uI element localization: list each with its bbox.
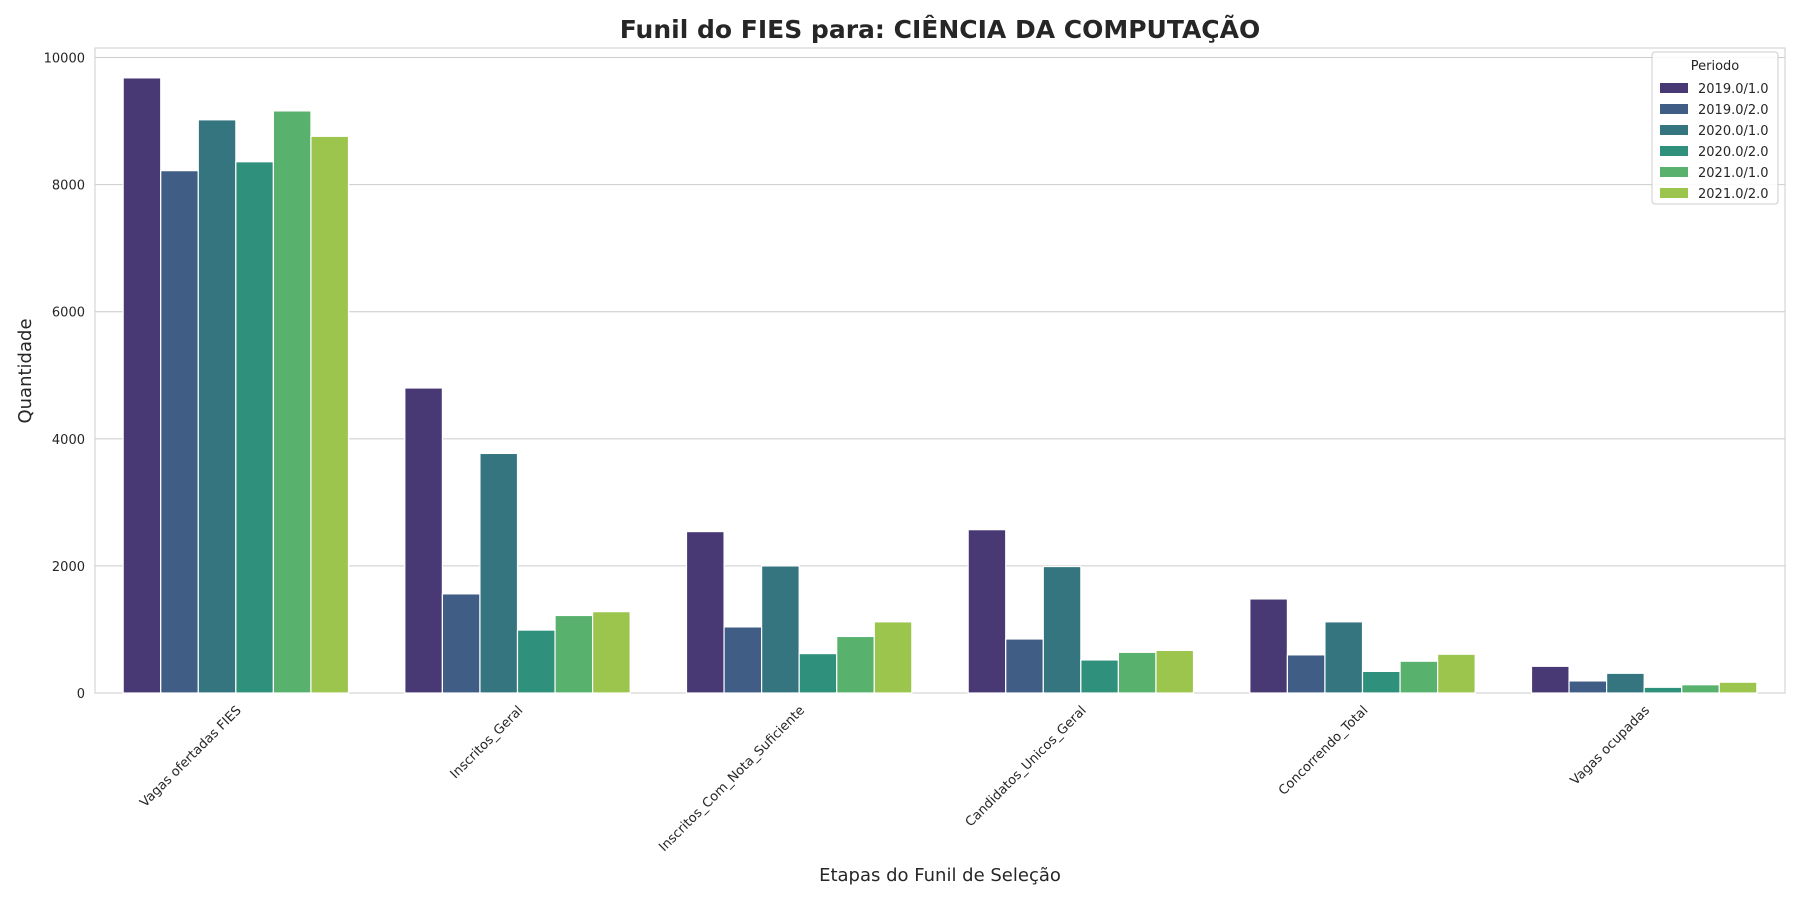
bar <box>1718 681 1758 694</box>
bar <box>1005 638 1044 694</box>
bar <box>1399 660 1439 694</box>
bar <box>197 119 237 694</box>
legend-label: 2020.0/2.0 <box>1698 145 1769 160</box>
bar <box>798 652 838 694</box>
legend-swatch <box>1660 125 1688 135</box>
bar <box>1286 654 1326 694</box>
bar <box>1437 653 1476 694</box>
y-tick-label: 0 <box>77 687 85 702</box>
x-tick-label: Concorrendo_Total <box>1276 703 1371 798</box>
chart-title: Funil do FIES para: CIÊNCIA DA COMPUTAÇÃ… <box>620 15 1261 44</box>
bar <box>873 621 913 694</box>
bar <box>685 530 725 694</box>
legend-label: 2021.0/1.0 <box>1698 166 1769 181</box>
bar <box>1361 670 1401 694</box>
y-axis-label: Quantidade <box>15 318 36 423</box>
bar <box>1568 680 1608 694</box>
bar <box>554 614 594 694</box>
bar <box>1681 684 1720 694</box>
bar <box>1117 651 1157 694</box>
legend-label: 2019.0/1.0 <box>1698 82 1769 97</box>
x-tick-label: Vagas ofertadas FIES <box>137 703 244 810</box>
bar <box>1606 672 1645 694</box>
bar <box>235 161 274 694</box>
y-tick-label: 2000 <box>52 560 85 575</box>
legend-label: 2019.0/2.0 <box>1698 103 1769 118</box>
x-tick-label: Vagas ocupadas <box>1568 703 1653 788</box>
bar <box>723 626 763 694</box>
x-tick-label: Inscritos_Com_Nota_Suficiente <box>656 703 808 855</box>
bar <box>1324 621 1364 694</box>
legend-label: 2020.0/1.0 <box>1698 124 1769 139</box>
bar <box>310 135 350 694</box>
x-axis-label: Etapas do Funil de Seleção <box>819 865 1061 886</box>
legend-swatch <box>1660 83 1688 93</box>
y-tick-label: 10000 <box>44 52 85 67</box>
bar <box>836 635 875 694</box>
legend-swatch <box>1660 146 1688 156</box>
plot-area <box>94 47 1786 694</box>
bars <box>122 77 1758 694</box>
legend-label: 2021.0/2.0 <box>1698 187 1769 202</box>
bar <box>122 77 162 694</box>
legend-swatch <box>1660 188 1688 198</box>
legend-title: Periodo <box>1691 59 1740 74</box>
bar <box>516 629 556 694</box>
y-tick-label: 4000 <box>52 433 85 448</box>
bar <box>479 452 519 694</box>
bar <box>1042 565 1082 694</box>
legend-swatch <box>1660 104 1688 114</box>
x-axis-ticks: Vagas ofertadas FIES Inscritos_Geral Inscr… <box>137 703 1653 855</box>
bar <box>441 593 481 694</box>
bar <box>160 170 199 694</box>
y-tick-label: 6000 <box>52 306 85 321</box>
bar <box>1530 665 1570 694</box>
y-axis-ticks: 0 2000 4000 6000 8000 10000 <box>44 52 85 702</box>
bar <box>761 565 800 694</box>
bar <box>967 529 1007 694</box>
x-tick-label: Candidatos_Unicos_Geral <box>963 703 1090 830</box>
legend-swatch <box>1660 167 1688 177</box>
bar <box>1643 686 1683 694</box>
bar <box>272 110 312 694</box>
y-tick-label: 8000 <box>52 179 85 194</box>
bar <box>1249 598 1288 694</box>
legend: Periodo 2019.0/1.0 2019.0/2.0 2020.0/1.0 20… <box>1651 51 1779 205</box>
bar <box>404 387 443 694</box>
bar <box>1080 659 1119 694</box>
bar <box>1155 649 1195 694</box>
x-tick-label: Inscritos_Geral <box>448 703 527 782</box>
grid-lines <box>95 57 1785 694</box>
bar <box>592 611 631 694</box>
